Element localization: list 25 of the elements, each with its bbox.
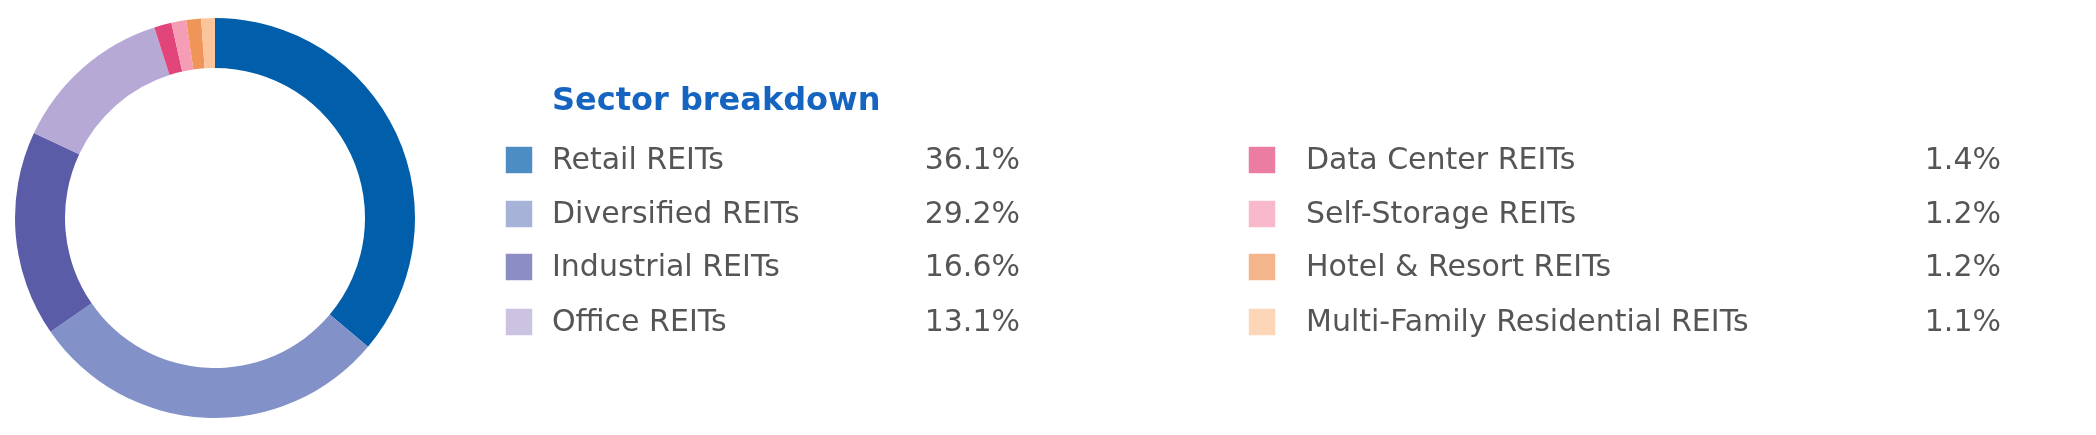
donut-slice [15, 133, 92, 332]
data-label: 1.2% [1924, 248, 2001, 283]
legend-label: Data Center REITs [1306, 141, 1576, 176]
data-label: 1.2% [1924, 195, 2001, 230]
data-label: 29.2% [924, 195, 1020, 230]
legend-label: Office REITs [552, 303, 727, 338]
donut-slice [33, 27, 170, 155]
donut-slice [186, 18, 205, 70]
donut-slice [201, 18, 215, 69]
data-label: 16.6% [924, 248, 1020, 283]
data-label: 13.1% [924, 303, 1020, 338]
data-label: 1.4% [1924, 141, 2001, 176]
legend-label: Diversified REITs [552, 195, 800, 230]
donut-slice [154, 22, 183, 76]
legend-label: Self-Storage REITs [1306, 195, 1577, 230]
legend-label: Industrial REITs [552, 248, 780, 283]
data-label: 36.1% [924, 141, 1020, 176]
data-label: 1.1% [1924, 303, 2001, 338]
donut-slice [50, 303, 369, 418]
donut-slice [215, 18, 415, 347]
text: Sector breakdown [552, 80, 881, 118]
donut-slice [171, 20, 194, 72]
legend-label: Multi-Family Residential REITs [1306, 303, 1749, 338]
legend-label: Hotel & Resort REITs [1306, 248, 1612, 283]
legend-label: Retail REITs [552, 141, 724, 176]
